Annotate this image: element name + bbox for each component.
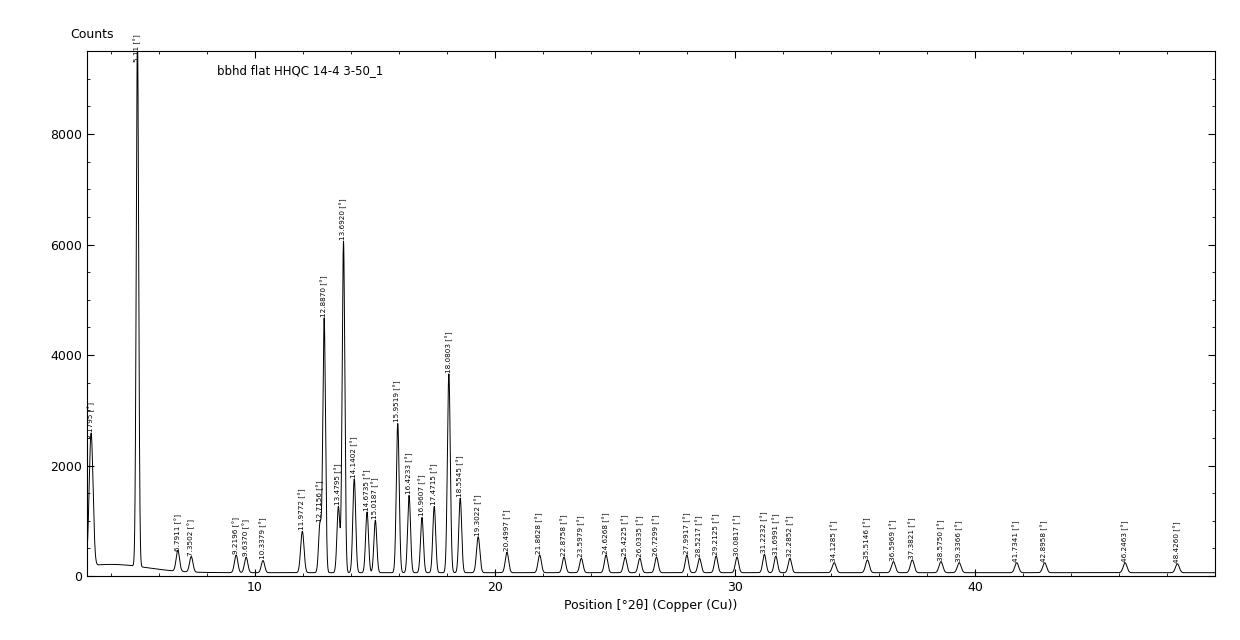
Text: 13.4795 [°]: 13.4795 [°] <box>335 463 342 506</box>
Text: 21.8628 [°]: 21.8628 [°] <box>536 512 543 554</box>
Text: 30.0817 [°]: 30.0817 [°] <box>733 515 740 556</box>
Text: 12.8870 [°]: 12.8870 [°] <box>320 276 327 317</box>
Text: 9.2196 [°]: 9.2196 [°] <box>232 517 239 554</box>
Text: 15.9519 [°]: 15.9519 [°] <box>394 381 402 422</box>
Text: 37.3821 [°]: 37.3821 [°] <box>909 517 916 559</box>
Text: 41.7341 [°]: 41.7341 [°] <box>1013 520 1021 562</box>
Text: 18.0803 [°]: 18.0803 [°] <box>445 331 453 372</box>
Text: 29.2125 [°]: 29.2125 [°] <box>713 513 720 555</box>
Text: 26.0335 [°]: 26.0335 [°] <box>636 516 644 557</box>
Text: 10.3379 [°]: 10.3379 [°] <box>259 518 267 559</box>
Text: 36.5969 [°]: 36.5969 [°] <box>889 519 898 561</box>
Text: 5.11 [°]: 5.11 [°] <box>134 35 141 62</box>
Text: 34.1285 [°]: 34.1285 [°] <box>831 520 838 562</box>
Text: Counts: Counts <box>69 28 113 41</box>
Text: 32.2852 [°]: 32.2852 [°] <box>786 516 794 557</box>
Text: 15.0187 [°]: 15.0187 [°] <box>372 477 379 519</box>
Text: 18.5545 [°]: 18.5545 [°] <box>456 456 464 497</box>
Text: 27.9917 [°]: 27.9917 [°] <box>683 512 691 554</box>
Text: 9.6370 [°]: 9.6370 [°] <box>242 519 250 556</box>
Text: 31.2232 [°]: 31.2232 [°] <box>760 512 768 554</box>
Text: 16.9607 [°]: 16.9607 [°] <box>418 475 425 516</box>
Text: 23.5979 [°]: 23.5979 [°] <box>578 516 585 557</box>
Text: 13.6920 [°]: 13.6920 [°] <box>340 198 347 240</box>
Text: 19.3022 [°]: 19.3022 [°] <box>475 494 482 536</box>
Text: 35.5146 [°]: 35.5146 [°] <box>864 517 872 559</box>
Text: 20.4997 [°]: 20.4997 [°] <box>503 509 511 551</box>
Text: 16.4233 [°]: 16.4233 [°] <box>405 452 413 494</box>
Text: 24.6268 [°]: 24.6268 [°] <box>603 512 610 554</box>
Text: 14.6735 [°]: 14.6735 [°] <box>363 469 371 511</box>
Text: 28.5217 [°]: 28.5217 [°] <box>696 516 703 557</box>
Text: 46.2463 [°]: 46.2463 [°] <box>1121 520 1128 562</box>
Text: 11.9772 [°]: 11.9772 [°] <box>299 488 306 530</box>
Text: 26.7299 [°]: 26.7299 [°] <box>652 515 660 556</box>
Text: 42.8958 [°]: 42.8958 [°] <box>1040 520 1048 562</box>
Text: 3.1795 [°]: 3.1795 [°] <box>87 402 94 439</box>
Text: 14.1402 [°]: 14.1402 [°] <box>351 436 358 477</box>
Text: 38.5750 [°]: 38.5750 [°] <box>937 519 945 561</box>
Text: 22.8758 [°]: 22.8758 [°] <box>560 515 568 556</box>
X-axis label: Position [°2θ] (Copper (Cu)): Position [°2θ] (Copper (Cu)) <box>564 600 738 612</box>
Text: 39.3366 [°]: 39.3366 [°] <box>956 520 963 562</box>
Text: 12.7156 [°]: 12.7156 [°] <box>316 480 324 522</box>
Text: 6.7911 [°]: 6.7911 [°] <box>174 513 181 550</box>
Text: 7.3502 [°]: 7.3502 [°] <box>187 519 195 556</box>
Text: 48.4260 [°]: 48.4260 [°] <box>1174 521 1182 563</box>
Text: 31.6991 [°]: 31.6991 [°] <box>773 513 780 555</box>
Text: 25.4225 [°]: 25.4225 [°] <box>621 515 629 556</box>
Text: bbhd flat HHQC 14-4 3-50_1: bbhd flat HHQC 14-4 3-50_1 <box>217 65 383 77</box>
Text: 17.4715 [°]: 17.4715 [°] <box>430 463 438 506</box>
